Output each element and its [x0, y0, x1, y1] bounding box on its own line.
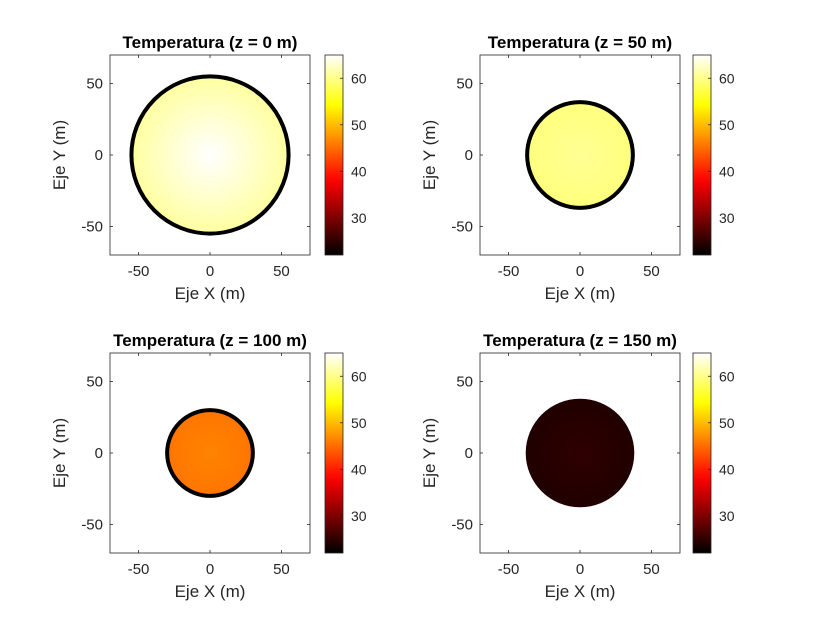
colorbar-frame	[692, 352, 712, 554]
subplot-title: Temperatura (z = 50 m)	[488, 33, 672, 52]
y-tick-label: -50	[451, 516, 473, 533]
colorbar-tick-label: 40	[351, 461, 367, 477]
colorbar: 30 40 50 60	[692, 54, 735, 256]
subplot-3: -50 0 50 -50 0 50 Temperatura (z = 100 m) Eje X…	[50, 331, 367, 601]
x-tick-label: 0	[206, 263, 214, 280]
y-tick-label: 50	[456, 374, 473, 391]
x-tick-label: -50	[128, 263, 150, 280]
colorbar-tick-label: 30	[719, 210, 735, 226]
x-tick-label: -50	[498, 561, 520, 578]
temperature-disk	[525, 100, 635, 210]
colorbar-frame	[324, 352, 344, 554]
x-tick-label: 0	[576, 263, 584, 280]
subplot-2: -50 0 50 -50 0 50 Temperatura (z = 50 m) Eje X …	[420, 33, 735, 303]
y-tick-label: 50	[86, 374, 103, 391]
colorbar-frame	[324, 54, 344, 256]
subplot-title: Temperatura (z = 150 m)	[483, 331, 677, 350]
colorbar-tick-label: 30	[351, 508, 367, 524]
y-tick-label: 0	[465, 445, 473, 462]
colorbar-tick-label: 60	[351, 70, 367, 86]
x-axis-label: Eje X (m)	[545, 582, 616, 601]
temperature-disk	[129, 74, 291, 236]
y-axis-label: Eje Y (m)	[420, 120, 439, 190]
y-tick-label: -50	[81, 218, 103, 235]
x-axis-label: Eje X (m)	[545, 284, 616, 303]
x-axis-label: Eje X (m)	[175, 582, 246, 601]
subplot-title: Temperatura (z = 0 m)	[123, 33, 298, 52]
y-axis-label: Eje Y (m)	[50, 418, 69, 488]
colorbar-frame	[692, 54, 712, 256]
colorbar: 30 40 50 60	[324, 54, 367, 256]
subplot-1: -50 0 50 -50 0 50 Temperatura (z = 0 m) Eje X (…	[50, 33, 367, 303]
colorbar-tick-label: 60	[719, 368, 735, 384]
y-tick-label: -50	[81, 516, 103, 533]
colorbar-tick-label: 60	[351, 368, 367, 384]
colorbar-tick-label: 60	[719, 70, 735, 86]
x-tick-label: -50	[128, 561, 150, 578]
y-axis-label: Eje Y (m)	[420, 418, 439, 488]
colorbar-gradient	[325, 353, 343, 553]
colorbar: 30 40 50 60	[324, 352, 367, 554]
colorbar-tick-label: 50	[719, 415, 735, 431]
colorbar-tick-label: 30	[719, 508, 735, 524]
colorbar-tick-label: 50	[351, 117, 367, 133]
x-tick-label: 50	[643, 561, 660, 578]
x-tick-label: 0	[206, 561, 214, 578]
y-tick-label: 50	[456, 76, 473, 93]
colorbar-tick-label: 40	[719, 461, 735, 477]
x-tick-label: 50	[273, 263, 290, 280]
x-axis-label: Eje X (m)	[175, 284, 246, 303]
colorbar-gradient	[693, 353, 711, 553]
subplot-4: -50 0 50 -50 0 50 Temperatura (z = 150 m) Eje X…	[420, 331, 735, 601]
colorbar-tick-label: 30	[351, 210, 367, 226]
colorbar-tick-label: 50	[351, 415, 367, 431]
colorbar-tick-label: 40	[351, 163, 367, 179]
temperature-disk	[525, 398, 635, 508]
y-axis-label: Eje Y (m)	[50, 120, 69, 190]
colorbar-gradient	[325, 55, 343, 255]
y-tick-label: 50	[86, 76, 103, 93]
y-tick-label: 0	[95, 445, 103, 462]
x-tick-label: 0	[576, 561, 584, 578]
y-tick-label: 0	[465, 147, 473, 164]
y-tick-label: 0	[95, 147, 103, 164]
temperature-disk	[165, 408, 255, 498]
x-tick-label: 50	[643, 263, 660, 280]
colorbar: 30 40 50 60	[692, 352, 735, 554]
x-tick-label: 50	[273, 561, 290, 578]
colorbar-tick-label: 40	[719, 163, 735, 179]
y-tick-label: -50	[451, 218, 473, 235]
colorbar-tick-label: 50	[719, 117, 735, 133]
subplot-title: Temperatura (z = 100 m)	[113, 331, 307, 350]
colorbar-gradient	[693, 55, 711, 255]
x-tick-label: -50	[498, 263, 520, 280]
